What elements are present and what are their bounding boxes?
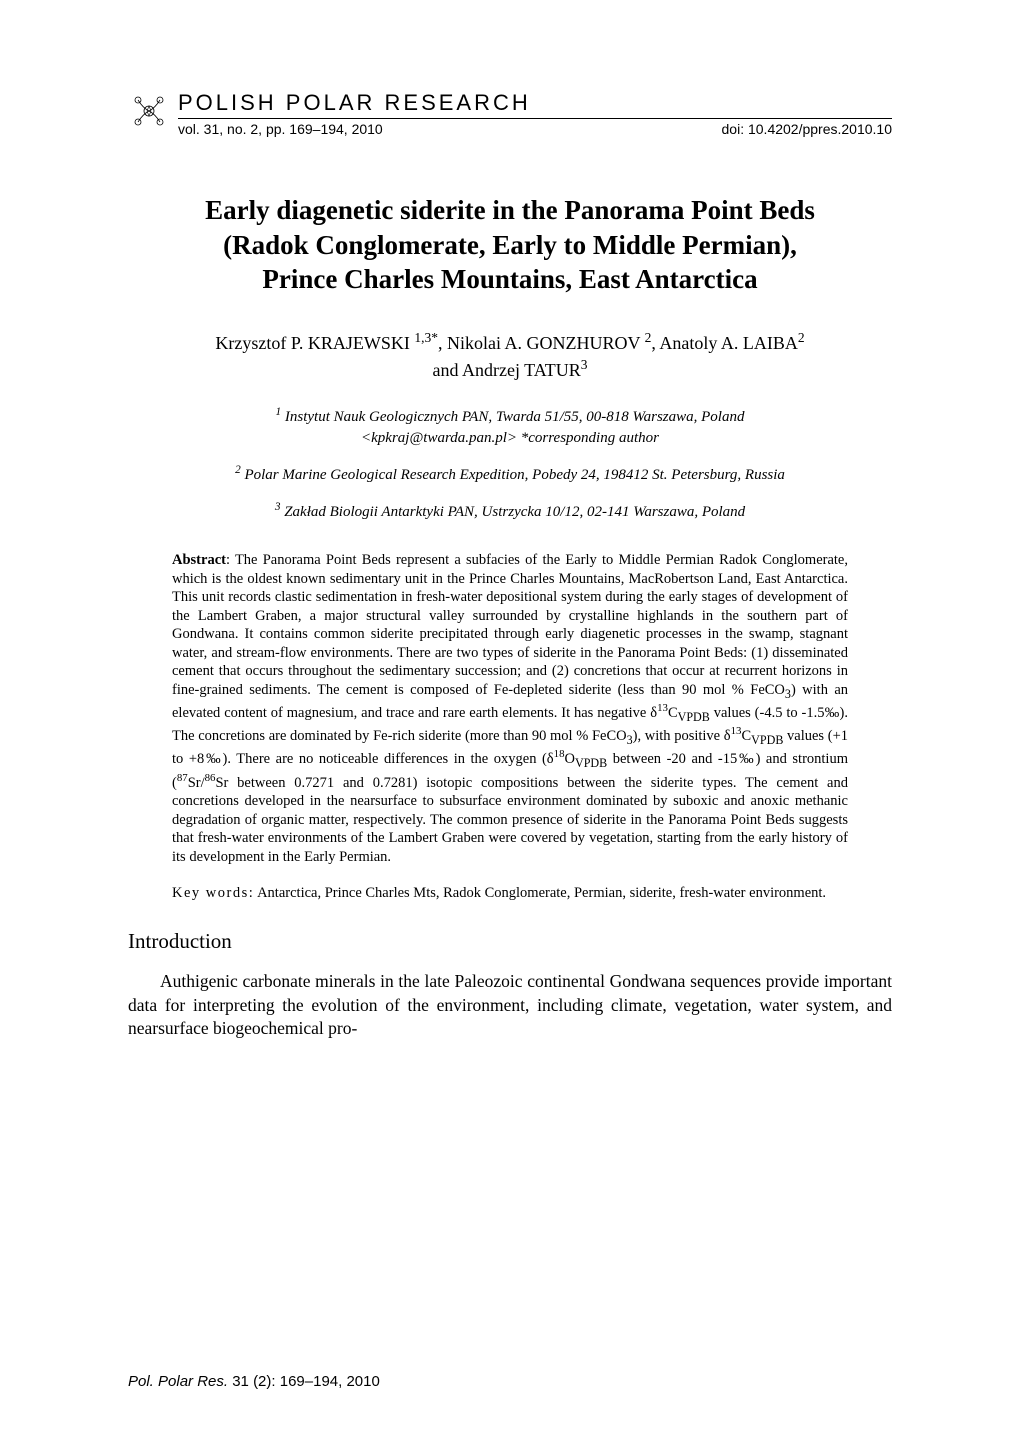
affiliations-block: 1 Instytut Nauk Geologicznych PAN, Tward… <box>128 405 892 523</box>
affiliation-2: 2 Polar Marine Geological Research Exped… <box>128 463 892 486</box>
abstract-label: Abstract <box>172 552 226 568</box>
affiliation-1: 1 Instytut Nauk Geologicznych PAN, Tward… <box>128 405 892 449</box>
authors-line: Krzysztof P. KRAJEWSKI 1,3*, Nikolai A. … <box>128 329 892 383</box>
keywords-block: Key words: Antarctica, Prince Charles Mt… <box>172 884 848 903</box>
journal-title-block: POLISH POLAR RESEARCH vol. 31, no. 2, pp… <box>178 90 892 137</box>
volume-doi-line: vol. 31, no. 2, pp. 169–194, 2010 doi: 1… <box>178 121 892 137</box>
keywords-label: Key words: <box>172 885 254 901</box>
header-rule <box>178 118 892 119</box>
section-heading-introduction: Introduction <box>128 929 892 954</box>
abstract-text: : The Panorama Point Beds represent a su… <box>172 552 848 865</box>
footer-citation: Pol. Polar Res. 31 (2): 169–194, 2010 <box>128 1373 380 1390</box>
journal-logo-icon <box>128 90 170 132</box>
title-line-1: Early diagenetic siderite in the Panoram… <box>205 195 815 225</box>
affiliation-3: 3 Zakład Biologii Antarktyki PAN, Ustrzy… <box>128 500 892 523</box>
title-line-3: Prince Charles Mountains, East Antarctic… <box>262 264 757 294</box>
journal-header: POLISH POLAR RESEARCH vol. 31, no. 2, pp… <box>128 90 892 137</box>
title-line-2: (Radok Conglomerate, Early to Middle Per… <box>223 230 797 260</box>
keywords-text: Antarctica, Prince Charles Mts, Radok Co… <box>254 885 826 901</box>
abstract-block: Abstract: The Panorama Point Beds repres… <box>172 551 848 866</box>
doi-text: doi: 10.4202/ppres.2010.10 <box>722 121 892 137</box>
footer-citation-rest: 31 (2): 169–194, 2010 <box>228 1373 380 1390</box>
footer-journal-name: Pol. Polar Res. <box>128 1373 228 1390</box>
intro-paragraph: Authigenic carbonate minerals in the lat… <box>128 970 892 1041</box>
article-title: Early diagenetic siderite in the Panoram… <box>128 193 892 297</box>
journal-name: POLISH POLAR RESEARCH <box>178 90 892 116</box>
volume-info: vol. 31, no. 2, pp. 169–194, 2010 <box>178 121 383 137</box>
